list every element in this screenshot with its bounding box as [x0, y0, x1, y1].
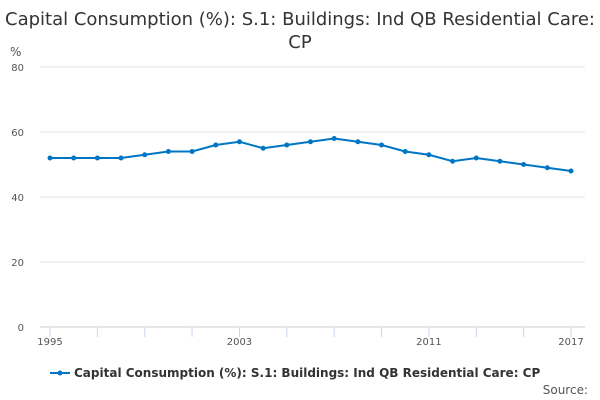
data-point — [118, 155, 124, 161]
data-point — [402, 149, 408, 154]
chart-title: Capital Consumption (%): S.1: Buildings:… — [5, 9, 595, 53]
y-tick-label: 20 — [11, 258, 24, 269]
data-point — [284, 142, 290, 148]
data-point — [521, 162, 527, 167]
y-tick-label: 40 — [11, 193, 24, 204]
legend-line-icon — [50, 370, 70, 376]
data-point — [450, 158, 456, 164]
data-point — [355, 139, 361, 145]
data-point — [331, 136, 337, 141]
data-point — [47, 155, 53, 161]
data-point — [71, 155, 77, 161]
data-point — [379, 142, 385, 148]
data-point — [213, 142, 219, 148]
data-point — [94, 155, 100, 161]
source-label: Source: — [542, 383, 588, 397]
y-tick-label: 0 — [18, 323, 24, 334]
data-point — [189, 149, 195, 154]
y-axis-label: % — [10, 45, 21, 59]
x-tick-label: 2011 — [416, 337, 441, 348]
x-tick-label: 2017 — [558, 337, 583, 348]
data-point — [260, 145, 266, 151]
data-point — [165, 149, 171, 154]
x-tick-label: 2003 — [227, 337, 252, 348]
data-point — [236, 139, 242, 145]
y-tick-label: 60 — [11, 128, 24, 139]
data-point — [426, 152, 432, 158]
data-point — [568, 168, 574, 174]
data-point — [473, 155, 479, 161]
x-tick-label: 1995 — [37, 337, 62, 348]
data-point — [142, 152, 148, 158]
data-point — [497, 158, 503, 164]
data-point — [308, 139, 313, 145]
legend: Capital Consumption (%): S.1: Buildings:… — [50, 366, 540, 380]
y-tick-label: 80 — [11, 63, 24, 74]
data-point — [544, 165, 550, 171]
legend-label: Capital Consumption (%): S.1: Buildings:… — [74, 366, 541, 380]
